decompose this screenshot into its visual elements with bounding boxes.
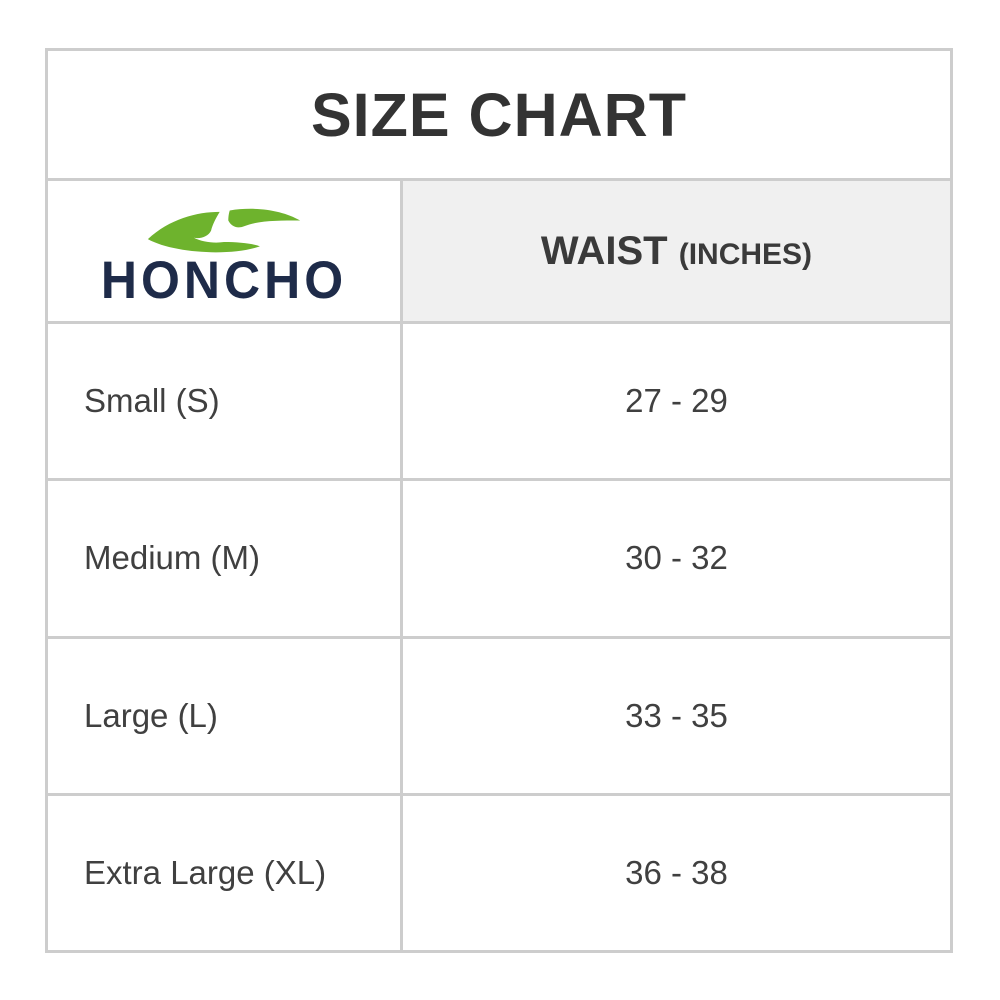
page-title: SIZE CHART [311, 80, 687, 149]
waist-value: 30 - 32 [625, 539, 728, 577]
size-label-cell: Large (L) [48, 638, 400, 793]
waist-value: 36 - 38 [625, 853, 728, 891]
size-label: Medium (M) [84, 539, 261, 577]
brand-logo: HONCHO [48, 181, 400, 321]
waist-value: 27 - 29 [625, 382, 728, 420]
size-label-cell: Small (S) [48, 324, 400, 479]
waist-value-cell: 33 - 35 [403, 638, 950, 793]
size-label: Extra Large (XL) [84, 853, 327, 891]
brand-swoosh-icon [147, 208, 301, 253]
waist-header-label: WAIST (INCHES) [540, 228, 813, 273]
waist-value-cell: 36 - 38 [403, 795, 950, 950]
size-chart-table: SIZE CHART HONCHO WAIST (INCHES) Small (… [45, 48, 953, 953]
waist-value-cell: 30 - 32 [403, 481, 950, 636]
waist-value-cell: 27 - 29 [403, 324, 950, 479]
waist-column-header: WAIST (INCHES) [403, 181, 950, 321]
brand-wordmark: HONCHO [100, 250, 348, 310]
waist-value: 33 - 35 [625, 696, 728, 734]
waist-header-unit: (INCHES) [678, 237, 813, 271]
size-label: Small (S) [84, 382, 220, 420]
size-label-cell: Medium (M) [48, 481, 400, 636]
size-label: Large (L) [84, 696, 218, 734]
size-label-cell: Extra Large (XL) [48, 795, 400, 950]
title-row: SIZE CHART [48, 51, 950, 178]
